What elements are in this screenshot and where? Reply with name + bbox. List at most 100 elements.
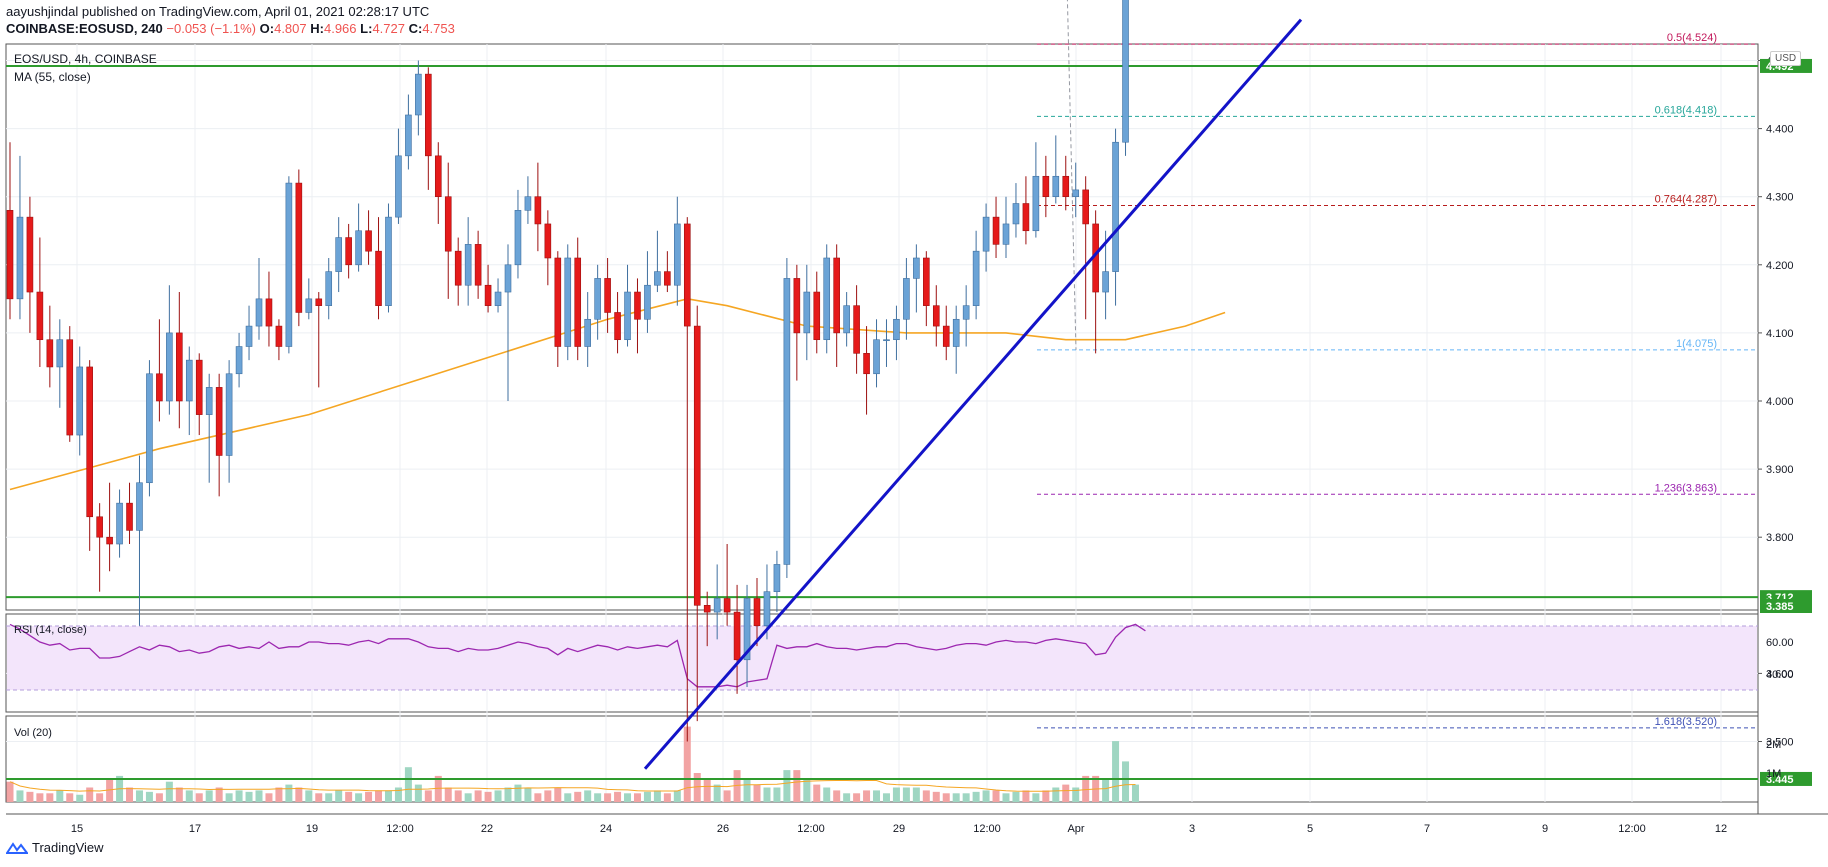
volume-bar <box>584 790 592 802</box>
volume-bar <box>6 781 14 802</box>
support-price-tag <box>1760 771 1812 786</box>
support-price-tag <box>1760 599 1812 613</box>
candle-body <box>1022 203 1030 232</box>
volume-bar <box>16 790 24 802</box>
candle-body <box>136 482 143 531</box>
volume-bar <box>345 791 353 802</box>
support-price-label: 3.445 <box>1766 774 1794 786</box>
candle-body <box>514 210 522 266</box>
x-tick-label: 7 <box>1424 823 1430 835</box>
ma-legend: MA (55, close) <box>14 70 91 84</box>
candle-body <box>205 387 213 415</box>
fib-label: 0.5(4.524) <box>1667 32 1717 44</box>
high-label: H: <box>310 21 324 36</box>
volume-bar <box>962 793 970 802</box>
volume-bar <box>1122 761 1130 802</box>
volume-bar <box>504 787 512 802</box>
candle-body <box>554 257 562 347</box>
volume-bar <box>384 790 392 802</box>
volume-bar <box>574 791 582 802</box>
x-tick-label: 26 <box>717 823 729 835</box>
volume-bar <box>434 775 442 802</box>
candle-body <box>793 278 801 334</box>
publisher-name[interactable]: aayushjindal <box>6 4 79 19</box>
volume-bar <box>165 781 173 802</box>
candle-body <box>345 237 352 266</box>
candle-body <box>116 502 123 545</box>
volume-bar <box>275 787 283 802</box>
volume-bar <box>614 791 622 802</box>
x-tick-label: 15 <box>71 823 83 835</box>
volume-bar <box>763 787 771 802</box>
volume-bar <box>663 793 671 802</box>
candle-body <box>106 536 113 545</box>
candle-body <box>76 366 84 436</box>
volume-bar <box>325 793 333 802</box>
volume-bar <box>1052 787 1060 802</box>
x-tick-label: 9 <box>1542 823 1548 835</box>
candle-body <box>1082 189 1089 225</box>
candle-body <box>972 250 980 306</box>
candle-body <box>564 257 572 347</box>
volume-bar <box>474 790 482 802</box>
candle-body <box>305 298 313 313</box>
volume-bar <box>315 793 323 802</box>
x-tick-label: 12:00 <box>973 823 1001 835</box>
volume-bar <box>56 790 64 802</box>
fib-diagonal <box>1066 0 1077 350</box>
candle-body <box>773 564 781 592</box>
open-label: O: <box>259 21 275 36</box>
volume-bar <box>723 790 731 802</box>
x-tick-label: Apr <box>1067 823 1084 835</box>
candle-body <box>654 271 661 286</box>
volume-bar <box>564 793 572 802</box>
tradingview-logo[interactable]: TradingView <box>6 840 104 855</box>
volume-bar <box>972 791 980 802</box>
fib-label: 0.618(4.418) <box>1655 104 1717 116</box>
volume-bar <box>733 770 741 802</box>
volume-bar <box>175 787 183 802</box>
candle-body <box>674 223 681 286</box>
candle-body <box>166 332 173 402</box>
candle-body <box>295 182 303 313</box>
volume-bar <box>1012 791 1020 802</box>
volume-bar <box>624 793 632 802</box>
volume-bar <box>823 787 831 802</box>
candle-body <box>932 305 940 327</box>
currency-badge[interactable]: USD <box>1770 51 1802 66</box>
x-tick-label: 3 <box>1189 823 1195 835</box>
candle-body <box>713 598 721 613</box>
candle-body <box>355 230 362 266</box>
candle-body <box>215 387 223 456</box>
volume-bar <box>902 787 910 802</box>
volume-bar <box>365 791 373 802</box>
volume-bar <box>773 787 781 802</box>
volume-bar <box>882 793 890 802</box>
candle-body <box>365 230 372 252</box>
volume-bar <box>1112 741 1120 802</box>
candle-body <box>664 271 671 286</box>
volume-bar <box>1082 775 1090 802</box>
candle-body <box>544 223 552 259</box>
candle-body <box>982 216 990 252</box>
candle-body <box>1002 223 1010 245</box>
volume-bar <box>813 784 821 802</box>
volume-tick-label: 2M <box>1766 739 1781 751</box>
volume-bar <box>26 791 34 802</box>
volume-bar <box>1072 787 1080 802</box>
rsi-pane <box>6 623 1758 691</box>
x-tick-label: 12:00 <box>1618 823 1646 835</box>
y-tick-label: 4.200 <box>1766 260 1794 272</box>
candle-body <box>952 318 960 347</box>
volume-bar <box>863 790 871 802</box>
ma55-line <box>9 297 1226 491</box>
candle-body <box>395 155 402 218</box>
candle-body <box>195 359 203 415</box>
volume-bar <box>753 784 761 802</box>
candle-body <box>703 604 711 613</box>
candle-body <box>783 278 791 565</box>
brand-name: TradingView <box>32 840 104 855</box>
candle-body <box>56 339 64 368</box>
candle-body <box>146 373 153 484</box>
